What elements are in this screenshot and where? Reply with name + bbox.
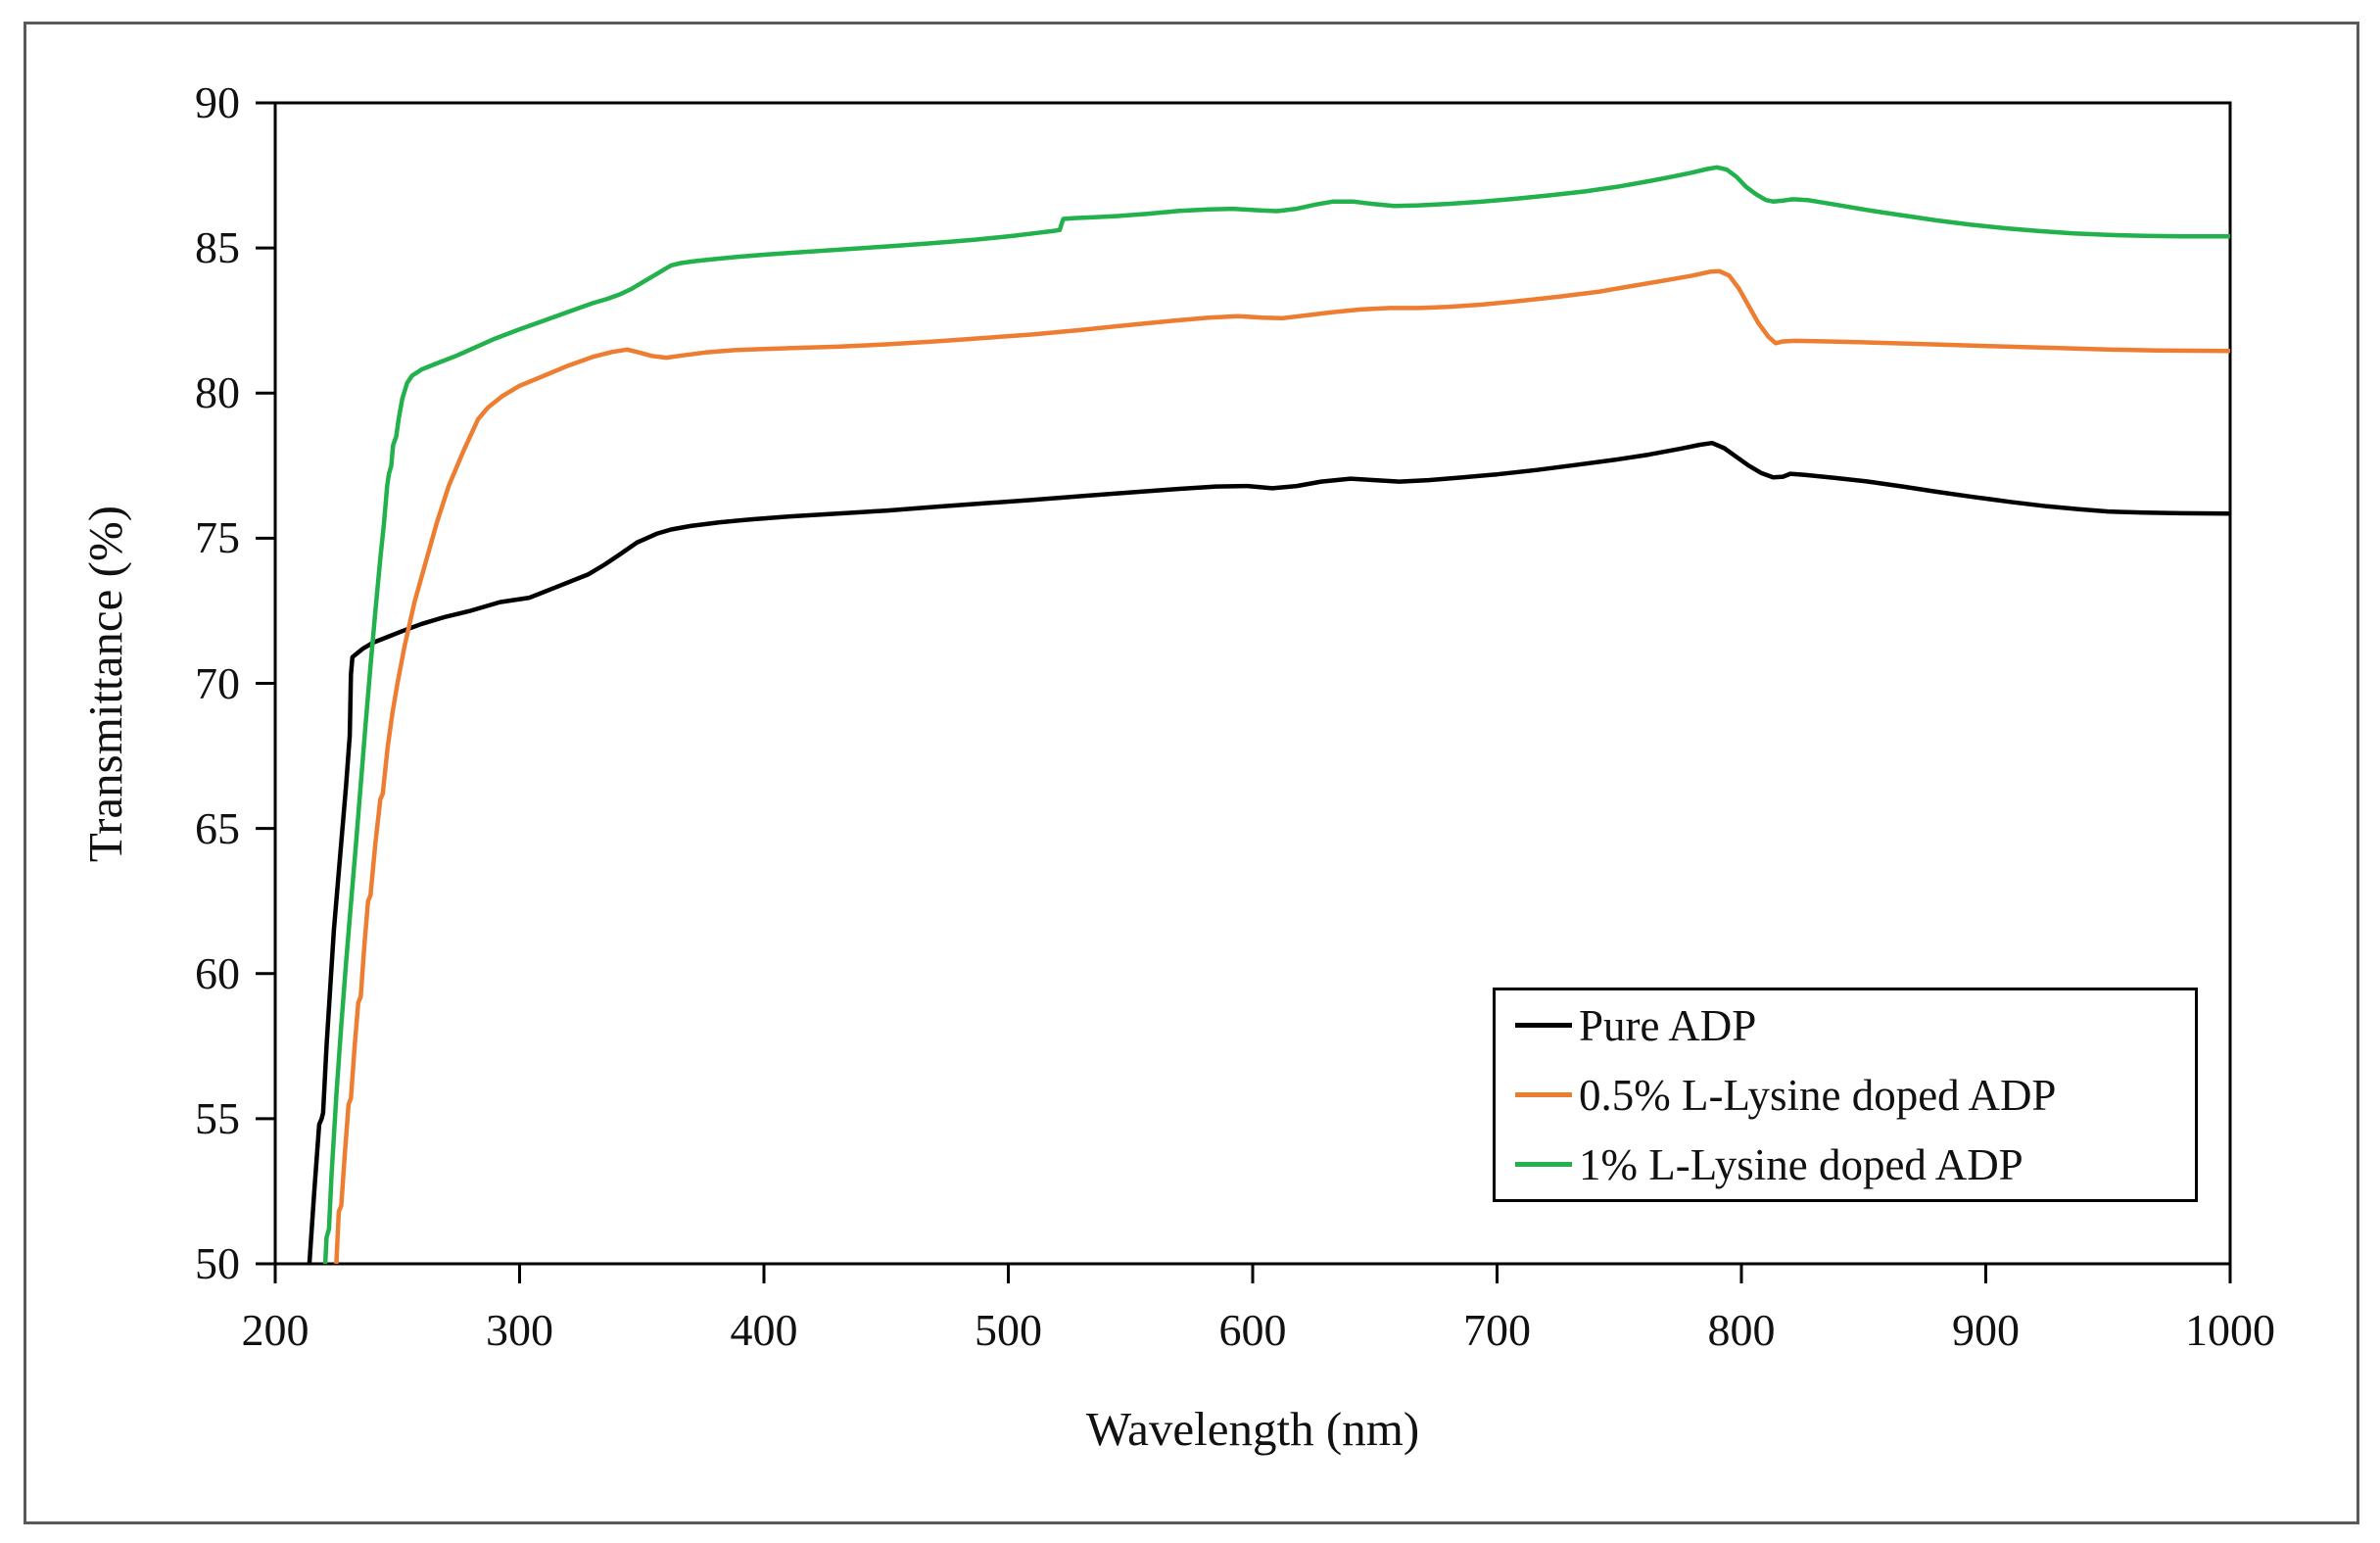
y-axis-title: Transmittance (%) xyxy=(78,505,132,863)
legend-label: Pure ADP xyxy=(1579,1000,1757,1050)
series-line-1-l-lysine-doped-adp xyxy=(322,165,2230,1264)
legend-entry: Pure ADP xyxy=(1496,1000,2195,1051)
x-tick-label: 500 xyxy=(975,1305,1042,1355)
x-tick-label: 800 xyxy=(1707,1305,1776,1355)
legend: Pure ADP 0.5% L-Lysine doped ADP 1% L-Lysi… xyxy=(1493,988,2198,1202)
x-tick-label: 1000 xyxy=(2185,1305,2275,1355)
x-axis-title: Wavelength (nm) xyxy=(1085,1402,1420,1456)
y-tick-label: 55 xyxy=(195,1092,240,1143)
y-tick-label: 75 xyxy=(195,512,240,563)
legend-line-sample xyxy=(1515,1092,1572,1097)
x-tick-label: 300 xyxy=(486,1305,553,1355)
y-tick-label: 85 xyxy=(195,222,240,273)
x-tick-label: 900 xyxy=(1952,1305,2020,1355)
legend-entry: 0.5% L-Lysine doped ADP xyxy=(1496,1070,2195,1121)
legend-label: 1% L-Lysine doped ADP xyxy=(1579,1139,2023,1189)
y-tick-label: 50 xyxy=(195,1238,240,1288)
x-tick-label: 400 xyxy=(730,1305,798,1355)
figure-border xyxy=(24,22,2359,1524)
series-line-pure-adp xyxy=(307,440,2230,1264)
legend-entries: Pure ADP 0.5% L-Lysine doped ADP 1% L-Lysi… xyxy=(1496,990,2195,1199)
legend-entry: 1% L-Lysine doped ADP xyxy=(1496,1139,2195,1190)
y-tick-label: 60 xyxy=(195,947,240,998)
legend-line-sample xyxy=(1515,1162,1572,1167)
y-tick-label: 65 xyxy=(195,802,240,853)
y-tick-label: 80 xyxy=(195,367,240,418)
series-line-0-5-l-lysine-doped-adp xyxy=(334,268,2230,1264)
x-tick-label: 200 xyxy=(241,1305,309,1355)
x-tick-label: 600 xyxy=(1218,1305,1287,1355)
x-tick-label: 700 xyxy=(1463,1305,1531,1355)
y-tick-label: 90 xyxy=(195,77,240,127)
legend-line-sample xyxy=(1515,1023,1572,1028)
y-tick-label: 70 xyxy=(195,657,240,708)
legend-label: 0.5% L-Lysine doped ADP xyxy=(1579,1070,2057,1120)
